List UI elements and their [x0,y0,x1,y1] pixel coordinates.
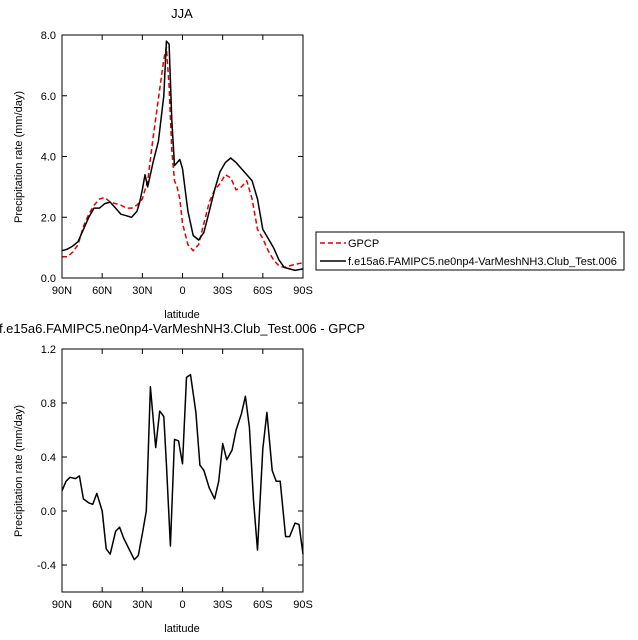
bottom-y-axis: -0.4 0.0 0.4 0.8 1.2 [37,344,303,572]
top-y-axis-label: Precipitation rate (mm/day) [13,91,25,223]
bottom-y-tick-label: 0.0 [41,506,56,518]
bottom-series-line-0 [61,373,304,561]
legend-box [315,231,625,271]
top-x-tick-label: 90N [52,285,72,297]
legend-label-model: f.e15a6.FAMIPC5.ne0np4-VarMeshNH3.Club_T… [348,256,617,268]
top-y-axis: 0.0 2.0 4.0 6.0 8.0 [41,30,303,285]
top-y-tick-label: 0.0 [41,273,56,285]
top-y-tick-label: 8.0 [41,30,56,42]
bottom-y-axis-label: Precipitation rate (mm/day) [13,405,25,537]
legend: GPCP f.e15a6.FAMIPC5.ne0np4-VarMeshNH3.C… [315,231,625,271]
bottom-y-tick-label: 0.4 [41,452,56,464]
top-y-tick-label: 4.0 [41,152,56,164]
bottom-chart-title: f.e15a6.FAMIPC5.ne0np4-VarMeshNH3.Club_T… [0,321,365,336]
top-series-line-1 [61,40,304,272]
bottom-x-axis-label: latitude [164,623,199,635]
bottom-y-tick-label: 0.8 [41,398,56,410]
top-plot-area [61,40,304,272]
bottom-plot-frame [61,348,304,593]
top-x-tick-label: 60N [92,285,112,297]
top-x-tick-label: 60S [253,285,273,297]
bottom-y-tick-label: -0.4 [37,560,56,572]
top-chart-title: JJA [171,6,193,21]
top-y-tick-label: 2.0 [41,212,56,224]
bottom-chart: f.e15a6.FAMIPC5.ne0np4-VarMeshNH3.Club_T… [0,321,365,635]
top-x-tick-label: 30N [132,285,152,297]
legend-label-gpcp: GPCP [348,238,379,250]
bottom-x-tick-label: 90N [52,599,72,611]
top-x-tick-label: 0 [179,285,185,297]
top-y-tick-label: 6.0 [41,91,56,103]
top-x-axis: 90N 60N 30N 0 30S 60S 90S [52,35,313,297]
bottom-x-tick-label: 0 [179,599,185,611]
top-series-line-0 [62,46,304,269]
top-plot-frame [61,34,304,279]
bottom-x-tick-label: 90S [293,599,313,611]
bottom-x-tick-label: 60N [92,599,112,611]
bottom-x-tick-label: 30N [132,599,152,611]
bottom-y-tick-label: 1.2 [41,344,56,356]
bottom-x-tick-label: 60S [253,599,273,611]
bottom-x-axis: 90N 60N 30N 0 30S 60S 90S [52,349,313,611]
top-x-tick-label: 90S [293,285,313,297]
top-x-axis-label: latitude [164,309,199,321]
bottom-x-tick-label: 30S [213,599,233,611]
top-chart: JJA 90N 60N 30N 0 30S 60S 90S 0.02.04.06.08.0 … [13,6,625,321]
bottom-plot-area [61,373,304,561]
top-x-tick-label: 30S [213,285,233,297]
